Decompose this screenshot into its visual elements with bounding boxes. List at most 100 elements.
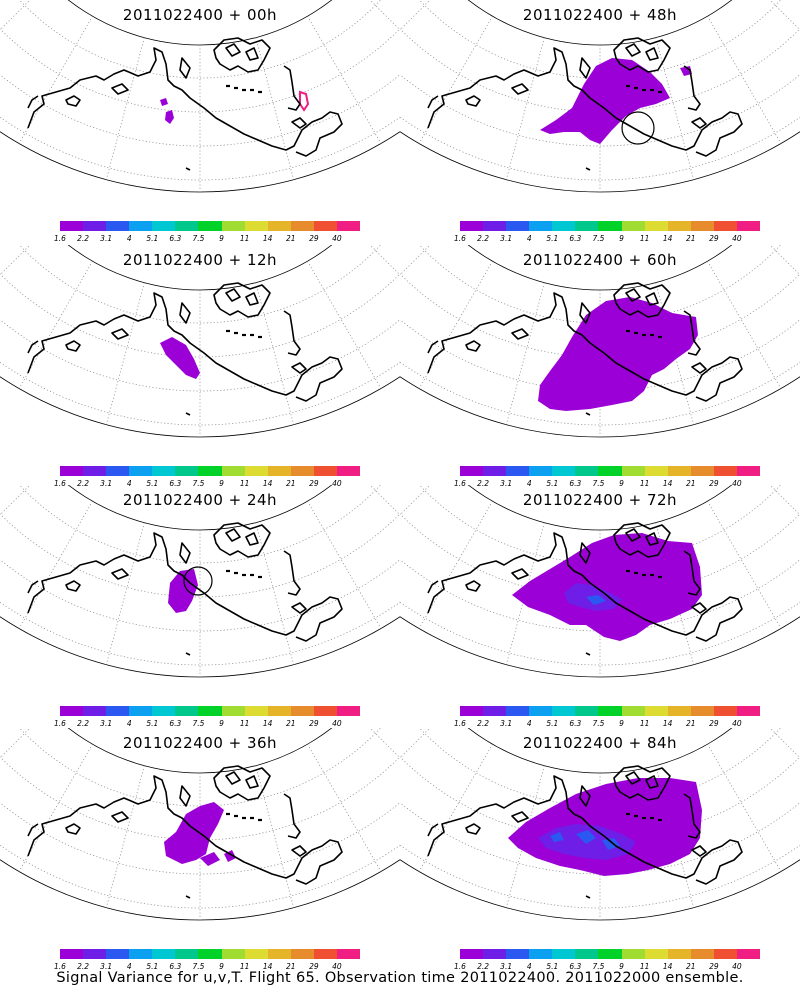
colorbar-swatch [129,706,153,716]
variance-contour [168,569,198,613]
polar-map [0,245,400,438]
variance-contour [164,802,224,864]
colorbar-swatch [690,466,714,476]
colorbar-tick-label: 2.2 [477,962,490,971]
variance-contour [512,533,702,641]
colorbar-swatch [552,466,576,476]
colorbar-tick-label: 7.5 [192,719,205,728]
colorbar-swatch [60,221,84,231]
colorbar-swatch [106,949,130,959]
colorbar-swatch [129,221,153,231]
colorbar-swatch [667,466,691,476]
colorbar-swatch [690,949,714,959]
colorbar-tick-label: 2.2 [477,234,490,243]
variance-field [168,569,198,613]
colorbar-swatch [713,221,737,231]
colorbar-tick-label: 4 [126,234,132,243]
variance-field [164,802,236,866]
colorbar-tick-label: 3.1 [500,719,513,728]
polar-map [0,728,400,921]
colorbar-tick-label: 7.5 [192,962,205,971]
colorbar-tick-label: 2.2 [77,962,90,971]
colorbar-swatch [313,949,337,959]
map-frame [0,728,400,921]
colorbar [60,706,361,716]
colorbar-tick-label: 40 [332,719,342,728]
colorbar-tick-label: 40 [732,962,742,971]
colorbar-tick-label: 14 [662,719,673,728]
map-panel-f72: 2011022400 + 72h 1.6 2.2 3.1 4 5.1 6.3 7.5 9 11 1… [400,485,800,728]
coastline [27,765,343,899]
colorbar-tick-label: 6.3 [569,719,582,728]
colorbar-tick-label: 40 [332,479,342,488]
colorbar-swatch [575,466,599,476]
colorbar-tick-label: 29 [709,962,719,971]
map-frame [400,485,800,678]
colorbar-swatch [552,949,576,959]
colorbar [460,949,761,959]
colorbar-swatch [506,706,530,716]
graticule [0,485,400,677]
colorbar-tick-label: 6.3 [169,234,182,243]
variance-contour [165,110,174,124]
colorbar-swatch [529,706,553,716]
coastline [27,522,343,656]
colorbar-swatch [175,466,199,476]
polar-map [400,728,800,921]
colorbar-tick-label: 5.1 [146,234,159,243]
map-frame [400,728,800,921]
colorbar-swatch [313,466,337,476]
colorbar-swatch [713,706,737,716]
colorbar-tick-label: 21 [685,234,696,243]
polar-map [400,0,800,193]
colorbar-swatch [175,706,199,716]
colorbar-tick-label: 3.1 [100,962,113,971]
colorbar-tick-label: 29 [309,479,319,488]
colorbar-swatch [198,949,222,959]
colorbar-swatch [644,949,668,959]
colorbar-tick-label: 21 [685,962,696,971]
colorbar-tick-label: 1.6 [454,719,466,728]
colorbar-tick-label: 4 [526,719,532,728]
colorbar-tick-label: 29 [309,962,319,971]
colorbar-swatch [506,221,530,231]
colorbar-tick-label: 1.6 [454,962,466,971]
map-frame [0,0,400,193]
colorbar-swatch [483,466,507,476]
colorbar-tick-label: 5.1 [546,234,559,243]
panel-title: 2011022400 + 24h [122,491,278,509]
figure-caption: Signal Variance for u,v,T. Flight 65. Ob… [56,970,744,986]
colorbar-tick-label: 7.5 [192,234,205,243]
colorbar-swatch [290,706,314,716]
polar-map [400,485,800,678]
colorbar-swatch [313,221,337,231]
colorbar-tick-label: 6.3 [169,479,182,488]
panel-title: 2011022400 + 72h [522,491,678,509]
colorbar-swatch [460,949,484,959]
colorbar-tick-label: 40 [332,234,342,243]
variance-contour [550,832,564,842]
colorbar-tick-label: 3.1 [500,962,513,971]
colorbar-tick-label: 2.2 [77,479,90,488]
colorbar-swatch [198,706,222,716]
colorbar-tick-label: 1.6 [54,962,66,971]
colorbar-swatch [483,221,507,231]
coastline [427,765,743,899]
colorbar-tick-label: 11 [639,234,650,243]
colorbar-tick-label: 1.6 [454,479,466,488]
colorbar-swatch [198,466,222,476]
colorbar-tick-label: 1.6 [54,234,66,243]
colorbar-swatch [336,706,361,716]
colorbar-swatch [83,706,107,716]
colorbar-swatch [244,949,268,959]
colorbar-swatch [736,706,761,716]
variance-contour [540,58,670,144]
colorbar-swatch [621,706,645,716]
map-panel-f00: 2011022400 + 00h 1.6 2.2 3.1 4 5.1 6.3 7.5 9 11 1… [0,0,400,243]
colorbar-swatch [152,466,176,476]
colorbar-labels: 1.6 2.2 3.1 4 5.1 6.3 7.5 9 11 14 21 29 40 [54,719,360,729]
map-panel-f24: 2011022400 + 24h 1.6 2.2 3.1 4 5.1 6.3 7.5 9 11 1… [0,485,400,728]
colorbar-tick-label: 5.1 [146,719,159,728]
colorbar-tick-label: 3.1 [500,479,513,488]
colorbar-swatch [552,221,576,231]
